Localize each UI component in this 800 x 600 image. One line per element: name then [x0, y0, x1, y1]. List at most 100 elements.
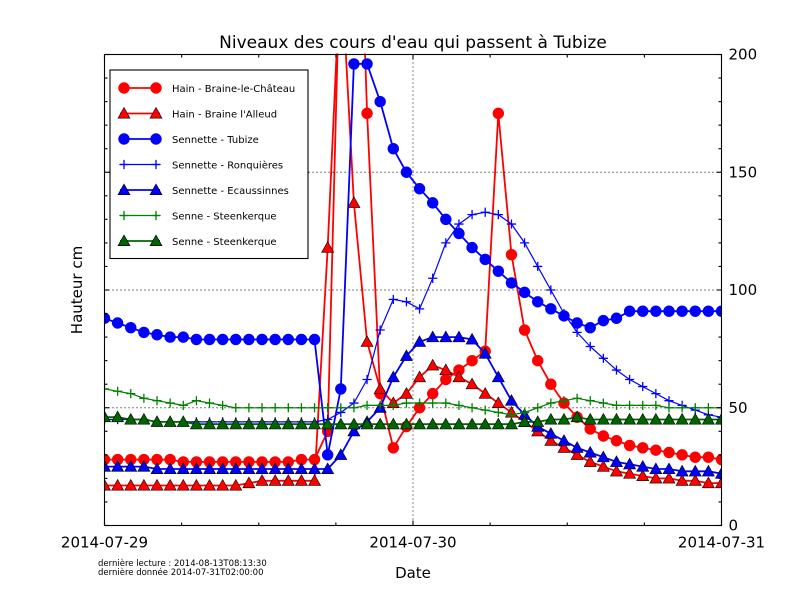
data-point: [176, 415, 190, 427]
data-point: [493, 407, 503, 418]
data-point: [295, 333, 308, 346]
legend-item-0[interactable]: Hain - Braine-le-Château: [118, 82, 295, 95]
data-point: [203, 478, 217, 491]
data-point: [426, 417, 440, 430]
data-point: [570, 448, 584, 460]
data-point: [465, 332, 479, 345]
legend-item-5[interactable]: Senne - Steenkerque: [119, 210, 277, 223]
data-point: [163, 462, 177, 474]
data-point: [636, 412, 650, 425]
data-point: [203, 333, 216, 346]
data-point: [111, 478, 125, 491]
data-point: [309, 403, 320, 413]
legend-label: Sennette - Tubize: [172, 135, 259, 146]
data-point: [559, 396, 569, 406]
data-point: [546, 285, 556, 295]
data-point: [347, 196, 361, 208]
data-point: [479, 253, 491, 266]
legend-item-4[interactable]: Sennette - Ecaussinnes: [117, 183, 289, 197]
data-point: [119, 210, 129, 221]
data-point: [454, 400, 464, 410]
data-point: [125, 321, 137, 334]
data-point: [360, 417, 374, 430]
data-point: [466, 241, 478, 254]
data-point: [585, 341, 595, 352]
data-point: [347, 417, 361, 430]
data-point: [163, 478, 177, 491]
data-point: [255, 474, 269, 486]
data-point: [399, 349, 413, 361]
series-6: [104, 410, 722, 430]
data-point: [545, 378, 557, 390]
data-point: [176, 478, 190, 491]
data-point: [335, 383, 347, 395]
legend-item-1[interactable]: Hain - Braine l'Alleud: [117, 106, 277, 121]
data-point: [439, 363, 453, 376]
data-point: [675, 412, 689, 425]
data-point: [677, 403, 687, 413]
data-point: [104, 410, 112, 423]
data-point: [124, 412, 138, 425]
data-point: [150, 478, 164, 491]
data-point: [216, 462, 230, 474]
data-point: [388, 294, 398, 305]
data-point: [675, 474, 689, 486]
data-point: [454, 219, 464, 229]
data-point: [623, 457, 637, 470]
data-point: [361, 58, 373, 70]
data-point: [480, 405, 490, 415]
legend-item-2[interactable]: Sennette - Tubize: [118, 133, 259, 146]
data-point: [688, 412, 702, 425]
data-point: [544, 427, 558, 439]
data-point: [689, 451, 701, 463]
data-point: [637, 442, 649, 454]
data-point: [426, 358, 440, 371]
data-point: [478, 417, 492, 430]
data-point: [229, 417, 243, 430]
data-point: [557, 412, 571, 425]
data-point: [702, 305, 715, 317]
data-point: [242, 476, 256, 489]
data-point: [583, 412, 597, 425]
data-point: [611, 400, 622, 410]
data-point: [191, 396, 201, 406]
data-point: [596, 450, 610, 463]
data-point: [518, 324, 531, 336]
data-point: [533, 403, 543, 413]
data-point: [149, 106, 163, 119]
data-point: [504, 417, 518, 430]
data-point: [467, 210, 477, 220]
x-axis-label: Date: [395, 564, 431, 582]
legend-item-3[interactable]: Sennette - Ronquières: [119, 160, 283, 172]
data-point: [491, 396, 505, 409]
data-point: [334, 448, 348, 460]
data-point: [137, 478, 151, 491]
legend-label: Hain - Braine-le-Château: [172, 83, 295, 95]
x-tick-label: 2014-07-29: [61, 534, 148, 552]
data-point: [664, 403, 674, 413]
chart-legend[interactable]: Hain - Braine-le-Château Hain - Braine l'…: [109, 69, 309, 260]
data-point: [610, 312, 623, 324]
data-point: [702, 451, 715, 463]
data-point: [531, 415, 545, 427]
data-point: [231, 403, 241, 413]
data-point: [150, 82, 162, 94]
data-point: [189, 462, 203, 474]
data-point: [150, 462, 164, 474]
data-point: [281, 417, 295, 430]
data-point: [545, 303, 557, 315]
data-point: [413, 370, 427, 383]
legend-item-6[interactable]: Senne - Steenkerque: [117, 234, 277, 248]
data-point: [349, 403, 359, 413]
data-point: [701, 476, 715, 489]
y-axis-label: Hauteur cm: [68, 246, 86, 334]
data-point: [675, 464, 689, 477]
data-point: [466, 354, 478, 367]
data-point: [557, 434, 571, 446]
data-point: [149, 234, 163, 246]
data-point: [428, 398, 438, 408]
data-point: [294, 462, 308, 474]
data-point: [163, 415, 177, 427]
data-point: [387, 442, 400, 454]
